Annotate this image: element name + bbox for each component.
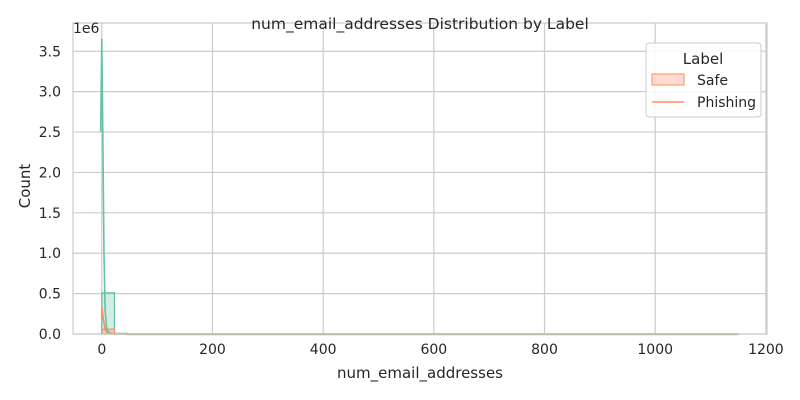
y-tick-label: 2.0 bbox=[39, 165, 61, 181]
legend-title: Label bbox=[683, 50, 723, 68]
legend-phishing-label: Phishing bbox=[697, 95, 756, 111]
y-tick-label: 2.5 bbox=[39, 125, 61, 141]
legend-box bbox=[645, 42, 762, 118]
legend-safe-swatch bbox=[651, 73, 685, 86]
plot-frame bbox=[72, 22, 768, 335]
x-tick-label: 200 bbox=[199, 342, 226, 358]
bar-phishing bbox=[101, 292, 116, 335]
y-tick-label: 3.5 bbox=[39, 44, 61, 60]
x-tick-label: 400 bbox=[310, 342, 337, 358]
x-tick-label: 800 bbox=[531, 342, 558, 358]
legend: Label Safe Phishing bbox=[645, 42, 762, 118]
y-offset-label: 1e6 bbox=[73, 21, 100, 37]
x-tick-label: 1000 bbox=[637, 342, 673, 358]
y-axis-title: Count bbox=[16, 164, 34, 209]
y-tick-label: 3.0 bbox=[39, 85, 61, 101]
y-axis-ticks: 0.0 0.5 1.0 1.5 2.0 2.5 3.0 3.5 bbox=[39, 44, 61, 343]
x-tick-label: 0 bbox=[97, 342, 106, 358]
y-tick-label: 1.5 bbox=[39, 206, 61, 222]
chart-title: num_email_addresses Distribution by Labe… bbox=[251, 15, 589, 34]
x-axis-ticks: 0 200 400 600 800 1000 1200 bbox=[97, 342, 783, 358]
y-tick-label: 1.0 bbox=[39, 246, 61, 262]
x-tick-label: 600 bbox=[420, 342, 447, 358]
x-tick-label: 1200 bbox=[748, 342, 784, 358]
x-axis-title: num_email_addresses bbox=[337, 364, 503, 383]
legend-safe-label: Safe bbox=[697, 73, 728, 89]
y-tick-label: 0.0 bbox=[39, 327, 61, 343]
y-tick-label: 0.5 bbox=[39, 287, 61, 303]
